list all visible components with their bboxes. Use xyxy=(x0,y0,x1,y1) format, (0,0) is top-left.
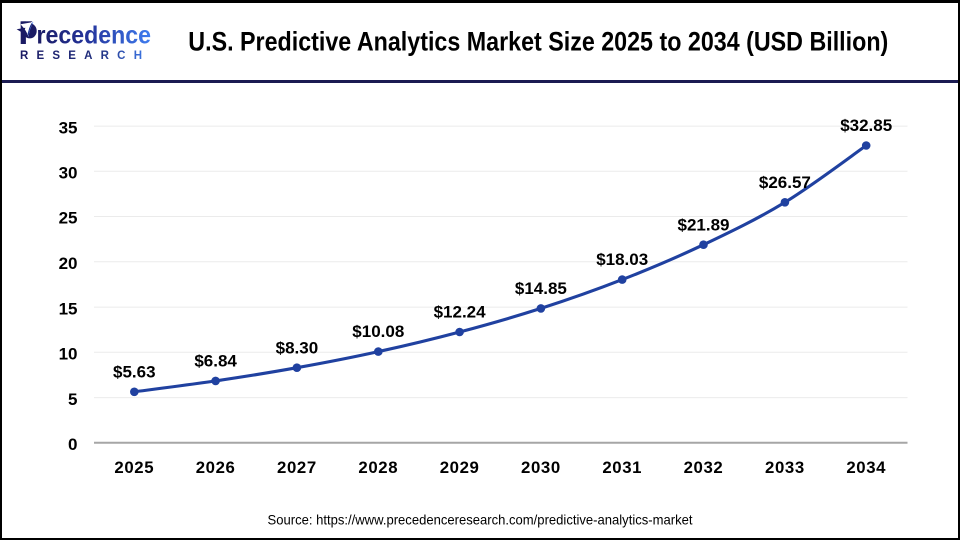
svg-text:RESEARCH: RESEARCH xyxy=(20,50,151,62)
svg-text:U.S. Predictive Analytics Mark: U.S. Predictive Analytics Market Size 20… xyxy=(188,26,888,56)
svg-text:2025: 2025 xyxy=(114,458,154,477)
svg-text:20: 20 xyxy=(59,254,78,273)
svg-text:recedence: recedence xyxy=(37,21,152,49)
svg-text:$32.85: $32.85 xyxy=(840,116,892,135)
svg-text:2026: 2026 xyxy=(196,458,236,477)
svg-text:2030: 2030 xyxy=(521,458,561,477)
svg-text:5: 5 xyxy=(68,390,77,409)
svg-text:$10.08: $10.08 xyxy=(352,322,404,341)
svg-text:$18.03: $18.03 xyxy=(596,250,648,269)
svg-text:15: 15 xyxy=(59,299,78,318)
svg-text:30: 30 xyxy=(59,164,78,183)
svg-text:2031: 2031 xyxy=(602,458,642,477)
svg-text:Source: https://www.precedence: Source: https://www.precedenceresearch.c… xyxy=(268,512,693,528)
svg-text:2027: 2027 xyxy=(277,458,317,477)
svg-text:2032: 2032 xyxy=(684,458,724,477)
svg-text:10: 10 xyxy=(59,345,78,364)
svg-text:2028: 2028 xyxy=(358,458,398,477)
svg-text:$21.89: $21.89 xyxy=(678,215,730,234)
svg-text:$8.30: $8.30 xyxy=(276,338,319,357)
svg-text:2034: 2034 xyxy=(846,458,886,477)
svg-text:$26.57: $26.57 xyxy=(759,173,811,192)
svg-text:2029: 2029 xyxy=(440,458,480,477)
svg-text:2033: 2033 xyxy=(765,458,805,477)
svg-text:35: 35 xyxy=(59,118,78,137)
svg-text:0: 0 xyxy=(68,435,77,454)
svg-text:$5.63: $5.63 xyxy=(113,362,156,381)
svg-text:25: 25 xyxy=(59,209,78,228)
svg-text:$6.84: $6.84 xyxy=(194,352,237,371)
svg-text:$12.24: $12.24 xyxy=(434,303,487,322)
svg-text:$14.85: $14.85 xyxy=(515,279,567,298)
